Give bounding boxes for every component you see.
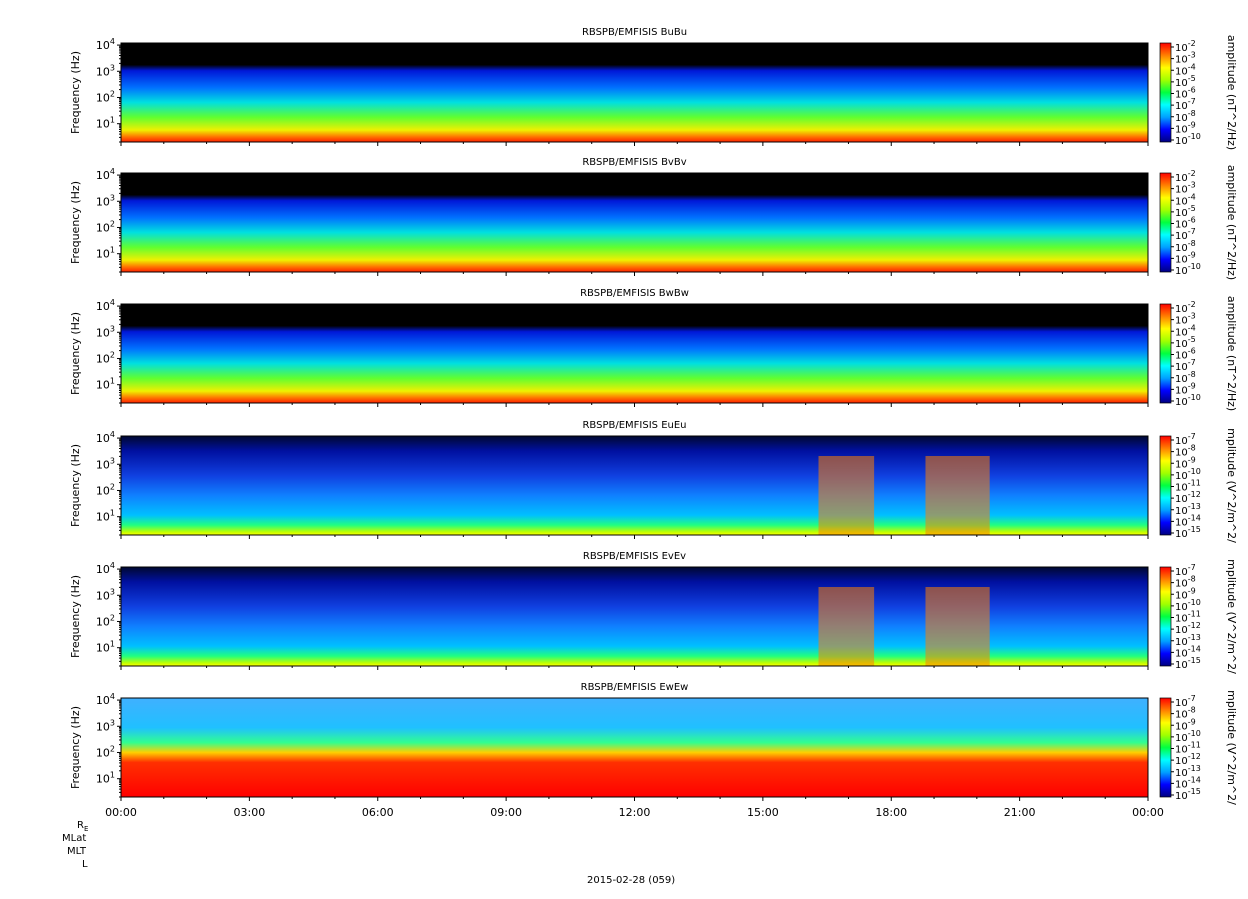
x-tick-label: 09:00	[490, 806, 522, 819]
spectrogram-image	[121, 698, 1148, 797]
emission-burst	[925, 456, 990, 535]
y-tick-label: 104	[96, 692, 115, 707]
ephemeris-label-l: L	[82, 859, 88, 870]
y-axis-label: Frequency (Hz)	[69, 706, 82, 789]
ephemeris-label-re: RE	[77, 820, 89, 833]
y-tick-label: 103	[96, 193, 115, 208]
colorbar-frame	[1159, 566, 1172, 667]
y-tick-label: 102	[96, 744, 115, 759]
spectrogram-image	[121, 43, 1148, 142]
emission-burst	[818, 587, 875, 666]
spectrogram-image	[121, 173, 1148, 272]
emission-burst	[818, 456, 875, 535]
x-tick-label: 12:00	[619, 806, 651, 819]
y-tick-label: 103	[96, 718, 115, 733]
x-tick-label: 00:00	[1132, 806, 1164, 819]
colorbar-frame	[1159, 303, 1172, 404]
x-tick-label: 18:00	[875, 806, 907, 819]
spectrogram-image	[121, 304, 1148, 403]
colorbar-frame	[1159, 435, 1172, 536]
colorbar	[1160, 436, 1171, 535]
y-tick-label: 101	[96, 640, 115, 655]
colorbar-label: amplitude (nT^2/Hz)	[1225, 165, 1238, 280]
y-axis-label: Frequency (Hz)	[69, 181, 82, 264]
spectrogram-panel-2: RBSPB/EMFISIS BvBv 101 102 103 104 Frequency …	[69, 157, 1238, 280]
spectrogram-panel-1: RBSPB/EMFISIS BuBu 101 102 103 104 Frequency …	[69, 27, 1238, 150]
x-tick-label: 00:00	[105, 806, 137, 819]
x-tick-label: 03:00	[234, 806, 266, 819]
panel-title: RBSPB/EMFISIS EuEu	[582, 420, 686, 431]
colorbar	[1160, 567, 1171, 666]
panel-title: RBSPB/EMFISIS EwEw	[581, 682, 689, 693]
ephemeris-label-mlat: MLat	[62, 833, 87, 844]
y-tick-label: 104	[96, 167, 115, 182]
colorbar	[1160, 698, 1171, 797]
colorbar-frame	[1159, 42, 1172, 143]
y-tick-label: 101	[96, 771, 115, 786]
date-label: 2015-02-28 (059)	[587, 875, 676, 886]
y-tick-label: 104	[96, 298, 115, 313]
colorbar-label: amplitude (nT^2/Hz)	[1225, 296, 1238, 411]
y-tick-label: 102	[96, 613, 115, 628]
y-tick-label: 102	[96, 89, 115, 104]
y-axis-label: Frequency (Hz)	[69, 444, 82, 527]
spectrogram-panel-5: RBSPB/EMFISIS EvEv 101 102 103 104 Frequency …	[69, 551, 1238, 674]
y-tick-label: 104	[96, 37, 115, 52]
x-tick-label: 21:00	[1004, 806, 1036, 819]
y-axis-label: Frequency (Hz)	[69, 312, 82, 395]
panel-title: RBSPB/EMFISIS EvEv	[583, 551, 686, 562]
y-tick-label: 102	[96, 219, 115, 234]
x-tick-label: 06:00	[362, 806, 394, 819]
colorbar-label: mplitude (V^2/m^2/	[1225, 690, 1238, 805]
spectrogram-panel-3: RBSPB/EMFISIS BwBw 101 102 103 104 Frequency …	[69, 288, 1238, 411]
y-tick-label: 103	[96, 324, 115, 339]
y-tick-label: 101	[96, 509, 115, 524]
y-axis-label: Frequency (Hz)	[69, 575, 82, 658]
y-tick-label: 104	[96, 561, 115, 576]
colorbar-frame	[1159, 172, 1172, 273]
colorbar	[1160, 43, 1171, 142]
x-tick-label: 15:00	[747, 806, 779, 819]
panel-title: RBSPB/EMFISIS BwBw	[580, 288, 689, 299]
y-tick-label: 101	[96, 377, 115, 392]
colorbar-frame	[1159, 697, 1172, 798]
spectrogram-image	[121, 567, 1148, 666]
y-tick-label: 104	[96, 430, 115, 445]
colorbar	[1160, 173, 1171, 272]
y-tick-label: 103	[96, 63, 115, 78]
emission-burst	[925, 587, 990, 666]
colorbar-label: mplitude (V^2/m^2/	[1225, 559, 1238, 674]
spectrogram-panel-6: RBSPB/EMFISIS EwEw 101 102 103 104 Frequency …	[69, 682, 1238, 805]
colorbar-label: mplitude (V^2/m^2/	[1225, 428, 1238, 543]
y-tick-label: 103	[96, 456, 115, 471]
ephemeris-label-mlt: MLT	[67, 846, 86, 857]
colorbar-label: amplitude (nT^2/Hz)	[1225, 35, 1238, 150]
panel-title: RBSPB/EMFISIS BuBu	[582, 27, 687, 38]
panel-title: RBSPB/EMFISIS BvBv	[582, 157, 686, 168]
y-tick-label: 102	[96, 482, 115, 497]
spectrogram-panel-4: RBSPB/EMFISIS EuEu 101 102 103 104 Frequency …	[69, 420, 1238, 543]
y-tick-label: 101	[96, 116, 115, 131]
spectrogram-image	[121, 436, 1148, 535]
y-tick-label: 101	[96, 246, 115, 261]
colorbar	[1160, 304, 1171, 403]
y-tick-label: 102	[96, 350, 115, 365]
y-tick-label: 103	[96, 587, 115, 602]
y-axis-label: Frequency (Hz)	[69, 51, 82, 134]
